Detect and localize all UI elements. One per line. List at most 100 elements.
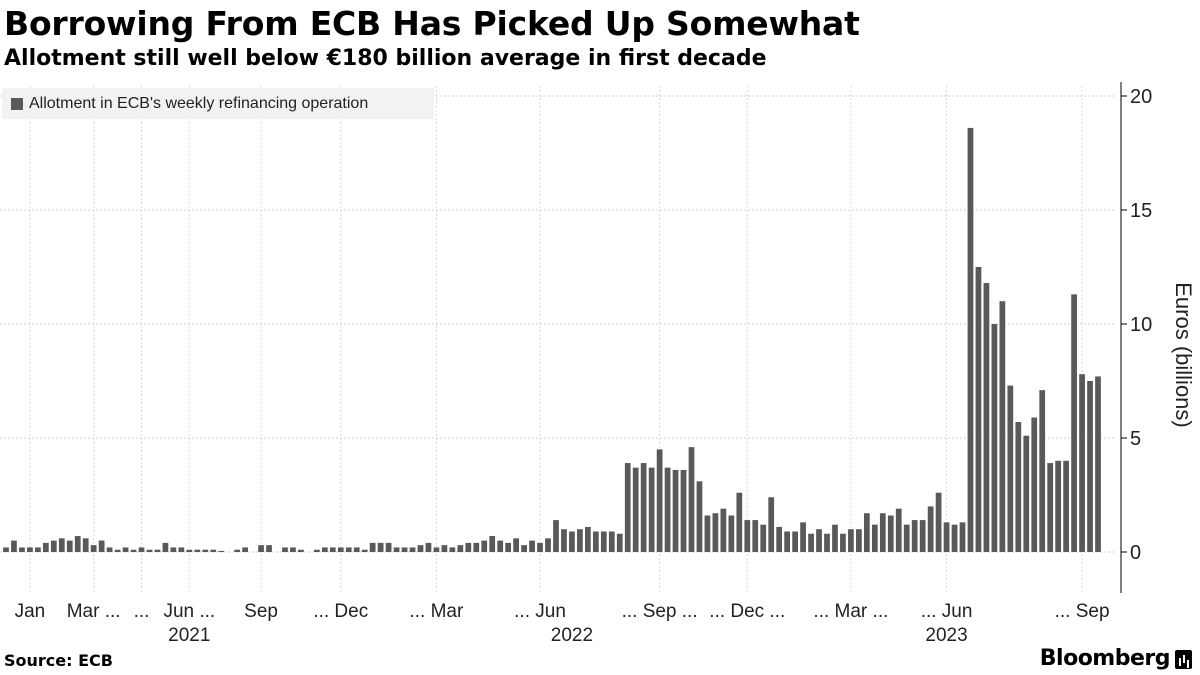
bar [816,529,822,552]
bar [234,549,241,552]
bar [887,515,894,552]
bar [377,542,384,552]
bar [441,545,448,552]
bar [186,549,193,552]
bar [991,324,998,552]
bar [282,547,288,552]
bar [561,529,567,552]
bar [800,522,806,552]
bar [696,481,703,552]
bar [545,538,551,552]
bar [600,531,607,552]
bar [983,282,990,552]
bar [569,531,575,552]
bar [943,522,950,552]
bar [98,540,105,552]
bar [903,524,910,552]
bar [967,127,974,553]
bar [871,524,878,552]
bar [808,533,814,552]
bar [768,497,775,552]
bar [553,520,559,552]
bar [218,550,225,552]
bar [369,542,376,552]
bar [74,536,81,552]
bar [863,513,870,552]
bar [792,531,798,552]
bar [752,520,759,552]
x-tick-label: Jan [15,601,46,622]
bar [959,522,966,552]
bar [1015,422,1022,552]
bar [521,545,527,552]
bar [1047,463,1054,552]
bar [154,549,161,552]
bar [58,538,65,552]
bar [194,549,201,552]
bar [401,547,408,552]
bar [66,540,73,552]
x-tick-label: ... Sep [1055,601,1110,622]
x-tick-label: ... Jun [514,601,566,622]
bar [290,547,296,552]
bar [202,549,209,552]
bar [927,506,934,552]
bar [1087,381,1093,552]
bar [258,545,264,552]
bar [90,545,97,552]
bar [19,547,25,552]
bar [130,549,137,552]
chart-subtitle: Allotment still well below €180 billion … [4,46,767,71]
axes: 0 5 10 15 20 Euros (billions) Jan Mar ...... Jun… [15,82,1196,646]
x-tick-label: ... Dec ... [709,601,785,622]
x-tick-label: ... Dec [313,601,368,622]
bar [951,524,958,552]
y-tick-label: 20 [1130,86,1152,108]
bar [736,492,743,552]
bar [1023,435,1030,552]
bar [848,529,854,552]
bar [704,515,711,552]
bar [489,536,496,552]
bar [481,540,488,552]
bar [505,542,512,552]
bar [656,449,663,552]
bar [42,542,49,552]
bar [577,529,583,552]
bar [1007,385,1014,552]
x-tick-label: ... Mar [409,601,464,622]
bar [760,524,767,552]
bar [473,542,480,552]
bar [242,547,248,552]
bar [911,520,918,552]
bar [449,547,456,552]
bar [537,542,543,552]
bar [840,533,846,552]
bar [856,529,862,552]
bar [919,520,926,552]
legend: Allotment in ECB's weekly refinancing op… [2,88,434,119]
bar [122,547,129,552]
gridlines [0,86,1114,593]
bar [616,533,623,552]
x-tick-label: Sep [244,601,278,622]
bar [592,531,599,552]
bar [114,549,121,552]
bar [3,547,9,552]
bar [672,469,679,552]
bar [298,549,304,552]
bar [1079,374,1085,552]
bar [27,547,33,552]
bar [329,547,336,552]
x-tick-label: ... Jun [921,601,973,622]
bar [50,540,57,552]
bar [784,531,791,552]
bar [688,447,695,552]
x-tick-label: ... [134,601,150,622]
bar [529,540,535,552]
bar [138,547,145,552]
bar [513,538,519,552]
bar [313,549,320,552]
x-year-label: 2022 [551,625,593,646]
bar [11,540,17,552]
